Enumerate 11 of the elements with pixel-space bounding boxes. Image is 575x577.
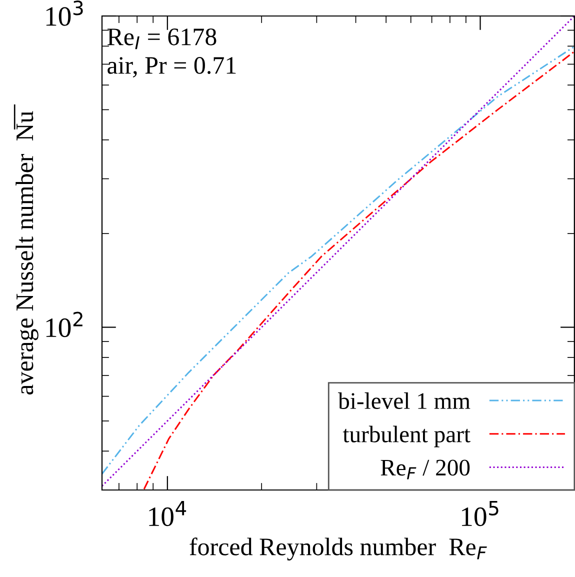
x-tick-label: 10$^{4}$ <box>149 501 186 526</box>
legend-label: turbulent part <box>342 426 470 448</box>
y-tick-label: 10$^{2}$ <box>46 312 82 338</box>
annotation: Re$_{I}$ = 6178 <box>107 28 216 50</box>
x-tick-label: 10$^{5}$ <box>462 501 498 526</box>
legend-label: Re$_{F}$ / 200 <box>380 460 470 480</box>
y-axis-title: average Nusselt number N̅u̅ <box>14 104 38 394</box>
x-axis-title: forced Reynolds number Re$_{F}$ <box>190 538 487 560</box>
legend-label: bi-level 1 mm <box>338 392 470 410</box>
y-tick-label: 10$^{3}$ <box>46 0 83 26</box>
annotation: air, Pr = 0.71 <box>108 57 236 78</box>
